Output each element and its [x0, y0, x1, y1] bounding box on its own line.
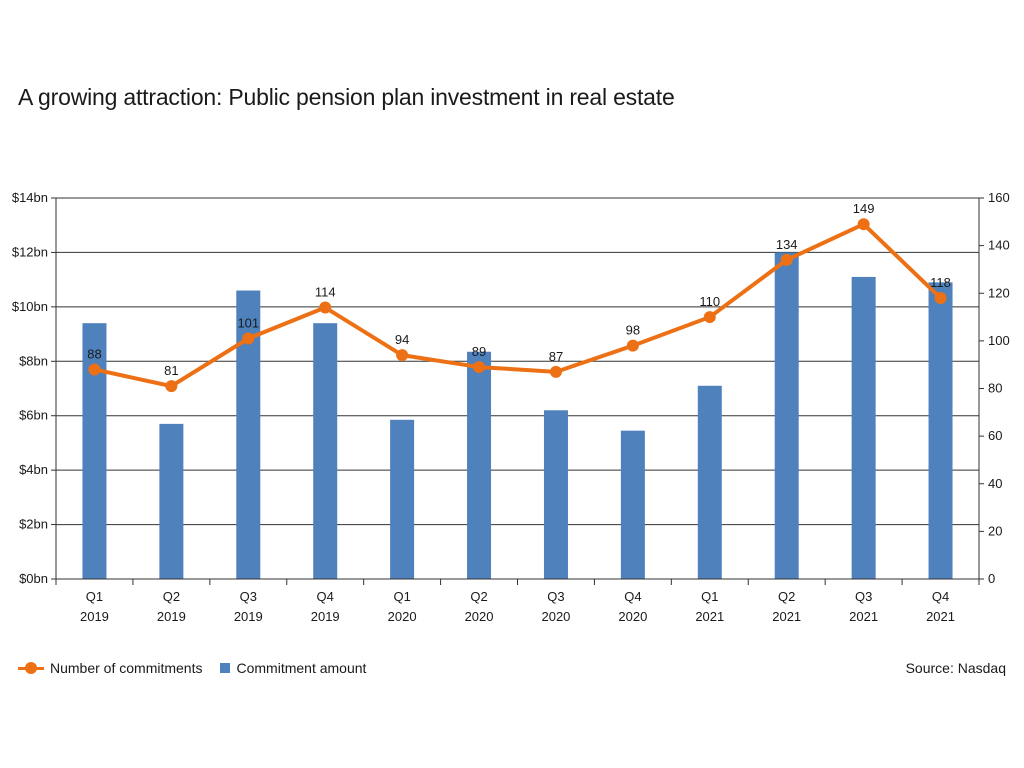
left-tick-label: $6bn: [19, 408, 48, 423]
x-tick-label-year: 2021: [849, 609, 878, 624]
legend-line-swatch: [18, 661, 44, 675]
commitments-point: [549, 365, 562, 378]
bar: [543, 410, 568, 579]
data-label: 101: [237, 315, 259, 330]
right-tick-label: 60: [988, 428, 1002, 443]
commitments-line: [94, 222, 942, 389]
bar: [851, 276, 876, 579]
data-label: 89: [472, 344, 486, 359]
x-tick-label-year: 2021: [695, 609, 724, 624]
bar: [313, 323, 338, 579]
data-label: 87: [549, 349, 563, 364]
bar: [82, 323, 107, 579]
left-tick-label: $0bn: [19, 571, 48, 586]
data-label: 114: [315, 285, 336, 300]
bar: [390, 419, 415, 579]
right-tick-label: 0: [988, 571, 995, 586]
data-label: 88: [87, 346, 101, 361]
x-tick-label-quarter: Q3: [547, 589, 564, 604]
x-tick-label-year: 2021: [926, 609, 955, 624]
x-tick-label-quarter: Q2: [778, 589, 795, 604]
x-tick-label-quarter: Q1: [86, 589, 103, 604]
x-tick-label-year: 2019: [234, 609, 263, 624]
data-label: 110: [699, 294, 720, 309]
x-tick-label-year: 2020: [618, 609, 647, 624]
left-tick-label: $2bn: [19, 517, 48, 532]
x-tick-label-year: 2019: [311, 609, 340, 624]
commitments-point: [780, 253, 793, 266]
x-tick-label-quarter: Q4: [317, 589, 334, 604]
commitments-point: [88, 363, 101, 376]
x-tick-label-quarter: Q3: [240, 589, 257, 604]
commitments-point: [703, 311, 716, 324]
x-tick-label-quarter: Q1: [393, 589, 410, 604]
commitments-point: [165, 380, 178, 393]
chart-title: A growing attraction: Public pension pla…: [18, 84, 675, 110]
left-tick-label: $12bn: [12, 244, 48, 259]
right-tick-label: 100: [988, 333, 1010, 348]
data-label: 149: [853, 201, 875, 216]
x-tick-label-year: 2019: [80, 609, 109, 624]
legend: Number of commitments Commitment amount: [18, 660, 384, 676]
bar: [159, 423, 184, 579]
x-tick-label-year: 2020: [541, 609, 570, 624]
source-note: Source: Nasdaq: [905, 660, 1006, 676]
legend-item-amount: Commitment amount: [220, 660, 366, 676]
right-tick-label: 20: [988, 523, 1002, 538]
bar: [928, 282, 953, 579]
commitments-point: [319, 301, 332, 314]
right-tick-label: 80: [988, 381, 1002, 396]
x-tick-label-quarter: Q3: [855, 589, 872, 604]
x-tick-label-year: 2020: [465, 609, 494, 624]
right-tick-label: 140: [988, 238, 1010, 253]
legend-label-commitments: Number of commitments: [50, 660, 203, 676]
data-label: 134: [776, 237, 798, 252]
x-tick-label-year: 2021: [772, 609, 801, 624]
commitments-point: [473, 361, 486, 374]
right-tick-label: 120: [988, 285, 1010, 300]
bar: [774, 252, 799, 579]
x-tick-label-year: 2020: [388, 609, 417, 624]
commitments-point: [934, 292, 947, 305]
right-tick-label: 160: [988, 190, 1010, 205]
commitments-point: [626, 339, 639, 352]
x-tick-label-quarter: Q4: [932, 589, 949, 604]
data-label: 81: [164, 363, 178, 378]
commitments-point: [396, 349, 409, 362]
data-label: 118: [930, 275, 951, 290]
left-tick-label: $4bn: [19, 462, 48, 477]
legend-label-amount: Commitment amount: [236, 660, 367, 676]
bar: [620, 430, 645, 579]
left-tick-label: $14bn: [12, 190, 48, 205]
left-tick-label: $10bn: [12, 299, 48, 314]
commitments-point: [857, 218, 870, 231]
commitments-point: [242, 332, 255, 345]
bar: [467, 351, 492, 579]
x-tick-label-quarter: Q2: [163, 589, 180, 604]
x-tick-label-quarter: Q1: [701, 589, 718, 604]
data-label: 98: [626, 323, 640, 338]
bar: [697, 385, 722, 579]
data-label: 94: [395, 332, 409, 347]
right-tick-label: 40: [988, 476, 1002, 491]
legend-item-commitments: Number of commitments: [18, 660, 202, 676]
x-tick-label-year: 2019: [157, 609, 186, 624]
x-tick-label-quarter: Q4: [624, 589, 641, 604]
left-tick-label: $8bn: [19, 353, 48, 368]
legend-bar-swatch: [220, 663, 231, 673]
x-tick-label-quarter: Q2: [470, 589, 487, 604]
